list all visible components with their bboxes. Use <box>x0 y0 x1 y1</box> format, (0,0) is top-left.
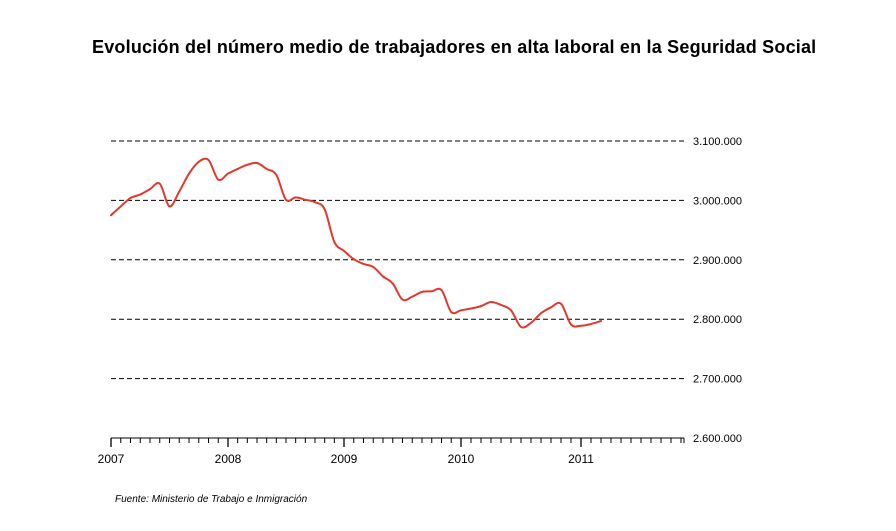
data-point <box>600 320 602 322</box>
data-point <box>372 266 375 268</box>
series-layer <box>110 157 602 329</box>
x-tick-label: 2011 <box>568 452 594 466</box>
data-point <box>294 196 297 199</box>
data-point <box>490 301 492 303</box>
data-point <box>560 302 562 305</box>
data-point <box>129 197 132 199</box>
y-tick-label: 3.100.000 <box>693 136 742 148</box>
y-tick-label: 2.600.000 <box>693 433 742 445</box>
y-tick-label: 2.700.000 <box>693 374 742 386</box>
chart-title: Evolución del número medio de trabajador… <box>92 37 817 57</box>
data-point <box>470 307 472 310</box>
data-point <box>236 168 239 170</box>
source-note: Fuente: Ministerio de Trabajo e Inmigrac… <box>115 494 308 505</box>
data-point <box>590 323 592 325</box>
data-point <box>570 323 572 326</box>
y-tick-label: 2.900.000 <box>693 255 742 267</box>
data-point <box>304 198 307 201</box>
x-tick-label: 2008 <box>215 452 242 466</box>
data-point <box>265 168 268 170</box>
data-point <box>314 201 316 204</box>
data-point <box>352 258 355 261</box>
data-point <box>460 309 462 312</box>
data-point <box>285 198 287 201</box>
gridlines <box>111 140 684 380</box>
data-point <box>480 305 482 308</box>
data-point <box>382 275 384 278</box>
data-point <box>510 309 512 312</box>
data-point <box>139 193 142 196</box>
data-point <box>401 298 404 301</box>
data-point <box>256 162 258 164</box>
data-point <box>343 249 345 252</box>
data-point <box>391 282 394 285</box>
series-line <box>110 157 602 329</box>
data-point <box>227 172 229 175</box>
data-point <box>275 173 278 176</box>
data-point <box>168 205 171 208</box>
data-point <box>188 172 190 175</box>
data-point <box>540 312 542 315</box>
data-point <box>178 190 181 193</box>
data-point <box>520 326 522 328</box>
x-tick-label: 2010 <box>448 452 475 466</box>
x-tick-label: 2007 <box>98 452 125 466</box>
data-point <box>197 160 200 163</box>
data-point <box>550 306 552 309</box>
data-point <box>207 159 210 161</box>
x-tick-label: 2009 <box>331 452 358 466</box>
data-point <box>580 324 582 327</box>
data-point <box>450 311 453 313</box>
y-tick-label: 3.000.000 <box>693 195 742 207</box>
data-point <box>158 182 161 185</box>
data-point <box>362 263 365 265</box>
data-point <box>323 208 326 211</box>
data-point <box>119 205 122 208</box>
y-axis-labels: 3.100.000 3.000.000 2.900.000 2.800.000 2.70… <box>693 136 742 445</box>
data-point <box>500 304 502 306</box>
data-point <box>333 241 336 243</box>
data-point <box>149 188 151 191</box>
x-axis: 2007 2008 2009 2010 2011 <box>98 437 685 466</box>
data-point <box>110 214 112 217</box>
data-point <box>440 289 443 291</box>
data-point <box>430 290 433 293</box>
data-point <box>530 321 532 324</box>
data-point <box>217 178 220 181</box>
data-point <box>411 295 414 298</box>
y-tick-label: 2.800.000 <box>693 314 742 326</box>
data-point <box>246 163 249 166</box>
data-point <box>421 290 423 293</box>
